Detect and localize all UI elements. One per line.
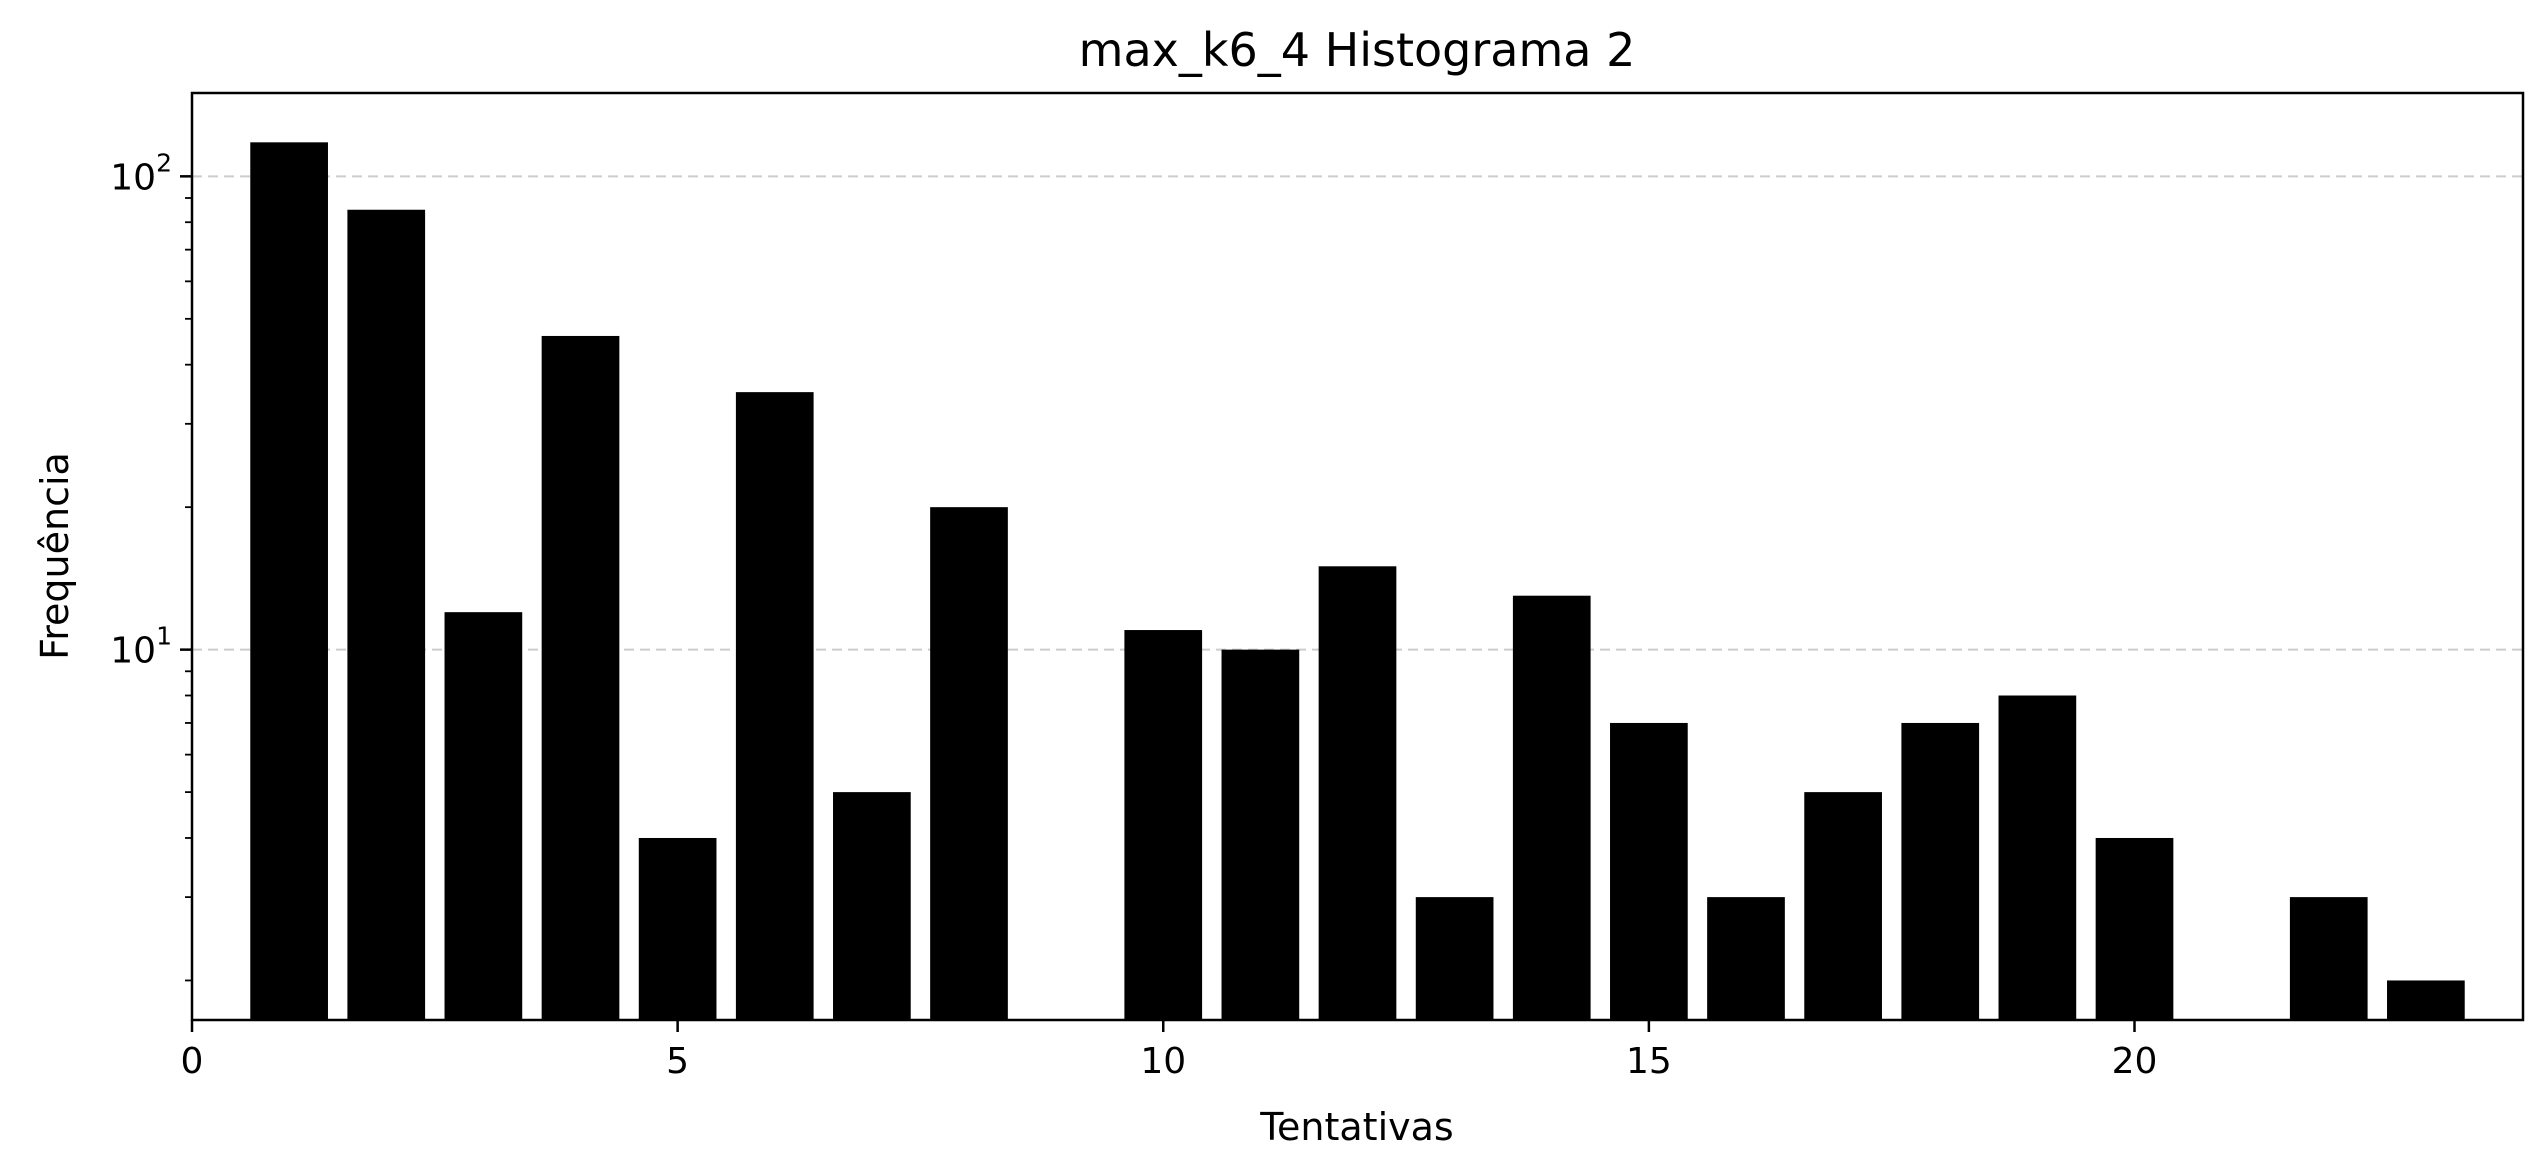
bar-18 [1901,722,1980,1020]
x-tick-label-0: 0 [181,1041,204,1082]
bar-11 [1221,649,1300,1020]
bar-22 [2289,897,2368,1020]
bar-4 [541,335,620,1021]
x-tick-label-5: 5 [666,1041,689,1082]
plot-frame [190,91,2525,1022]
bar-8 [930,507,1008,1020]
ticks: 0 5 10 15 20 101 102 [110,148,2157,1082]
y-tick-label-1: 102 [110,148,172,198]
bar-6 [735,392,814,1020]
y-axis-label: Frequência [33,452,77,660]
bar-15 [1610,722,1688,1020]
bar-17 [1804,792,1882,1020]
bar-1 [250,142,328,1020]
bar-2 [347,209,426,1020]
bar-16 [1707,897,1785,1020]
x-tick-label-10: 10 [1140,1041,1186,1082]
bar-12 [1318,566,1397,1020]
y-tick-label-0: 101 [110,622,172,672]
bar-5 [638,837,717,1020]
bar-3 [444,612,523,1020]
bar-10 [1124,630,1203,1020]
x-tick-label-15: 15 [1626,1041,1672,1082]
bar-19 [1998,695,2077,1020]
bar-13 [1415,897,1494,1020]
bars [250,142,2465,1021]
x-tick-label-20: 20 [2112,1041,2158,1082]
bar-14 [1512,595,1591,1020]
bar-23 [2387,980,2465,1020]
bar-7 [833,792,911,1020]
x-axis-label: Tentativas [1259,1105,1453,1149]
bar-20 [2095,837,2174,1020]
chart-title: max_k6_4 Histograma 2 [1079,23,1636,77]
